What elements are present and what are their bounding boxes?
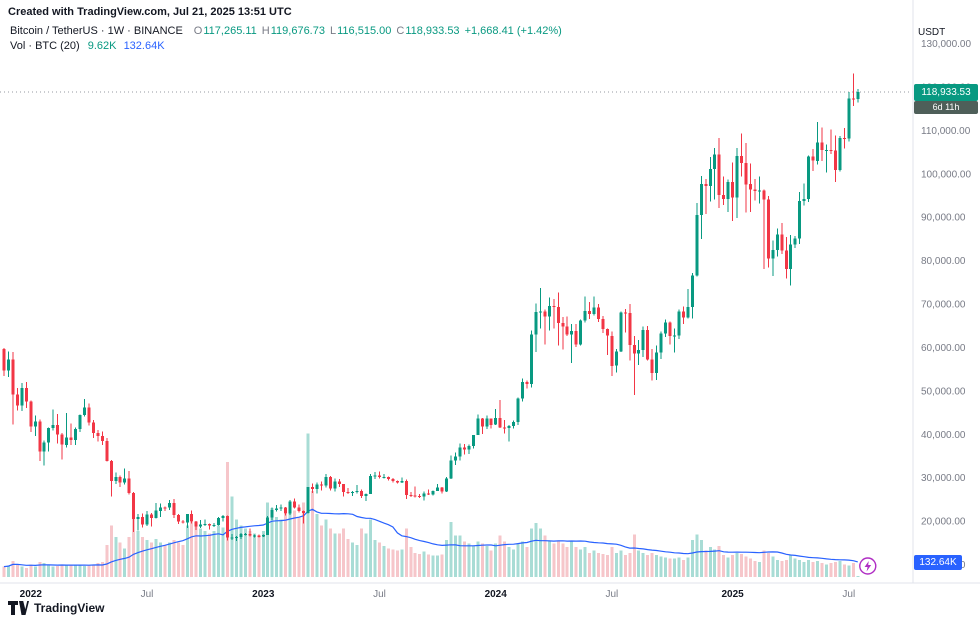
change-value: +1,668.41 (+1.42%): [464, 25, 562, 37]
legend-volume-row: Vol · BTC (20) 9.62K 132.64K: [10, 39, 562, 54]
volume-indicator-label[interactable]: Vol · BTC (20): [10, 40, 80, 52]
last-price-badge: 118,933.53: [914, 84, 978, 101]
close-label: C: [396, 25, 405, 37]
volume-ma-value: 132.64K: [123, 40, 165, 52]
price-axis-currency-label: USDT: [918, 27, 946, 38]
footer: TradingView: [8, 601, 104, 615]
open-value: 117,265.11: [203, 25, 257, 37]
tradingview-logo-text[interactable]: TradingView: [34, 601, 105, 615]
svg-text:Jul: Jul: [842, 589, 855, 600]
volume-ma-badge: 132.64K: [914, 555, 962, 570]
svg-text:60,000.00: 60,000.00: [921, 343, 966, 354]
svg-text:2025: 2025: [721, 589, 744, 600]
svg-text:Jul: Jul: [373, 589, 386, 600]
legend-symbol-row: Bitcoin / TetherUS · 1W · BINANCE O117,26…: [10, 24, 562, 39]
svg-text:90,000.00: 90,000.00: [921, 213, 966, 224]
low-label: L: [329, 25, 337, 37]
svg-text:100,000.00: 100,000.00: [921, 169, 971, 180]
svg-text:50,000.00: 50,000.00: [921, 386, 966, 397]
high-label: H: [261, 25, 270, 37]
tradingview-logo-icon[interactable]: [8, 601, 29, 615]
svg-text:30,000.00: 30,000.00: [921, 473, 966, 484]
bar-countdown-badge: 6d 11h: [914, 101, 978, 114]
time-axis-labels[interactable]: 2022 Jul 2023 Jul 2024 Jul 2025 Jul: [20, 589, 856, 600]
price-axis-labels[interactable]: 130,000.00120,000.00110,000.00100,000.00…: [921, 39, 971, 571]
svg-text:80,000.00: 80,000.00: [921, 256, 966, 267]
svg-text:110,000.00: 110,000.00: [921, 126, 971, 137]
attribution-text: Created with TradingView.com, Jul 21, 20…: [8, 6, 292, 18]
volume-ma-line: [3, 508, 858, 568]
svg-text:2023: 2023: [252, 589, 275, 600]
svg-text:20,000.00: 20,000.00: [921, 517, 966, 528]
svg-text:Jul: Jul: [141, 589, 154, 600]
svg-text:40,000.00: 40,000.00: [921, 430, 966, 441]
symbol-title[interactable]: Bitcoin / TetherUS · 1W · BINANCE: [10, 25, 183, 37]
chart-legend: Bitcoin / TetherUS · 1W · BINANCE O117,26…: [10, 24, 562, 54]
svg-text:Jul: Jul: [606, 589, 619, 600]
candlesticks: [2, 73, 860, 542]
close-value: 118,933.53: [405, 25, 460, 37]
volume-current-value: 9.62K: [87, 40, 117, 52]
low-value: 116,515.00: [337, 25, 392, 37]
svg-text:130,000.00: 130,000.00: [921, 39, 971, 50]
svg-text:70,000.00: 70,000.00: [921, 300, 966, 311]
svg-text:2022: 2022: [20, 589, 43, 600]
high-value: 119,676.73: [270, 25, 325, 37]
svg-text:2024: 2024: [485, 589, 508, 600]
flash-icon[interactable]: [859, 557, 877, 575]
axis-lines: [0, 0, 980, 584]
open-label: O: [193, 25, 203, 37]
